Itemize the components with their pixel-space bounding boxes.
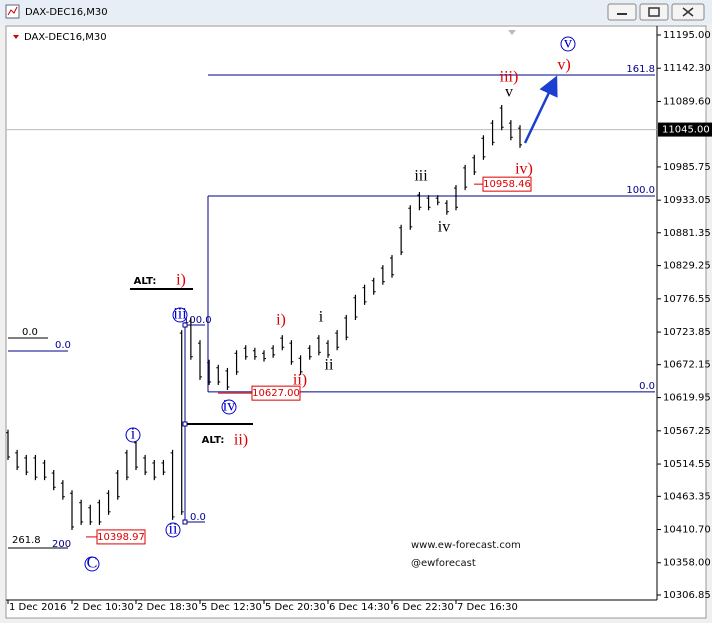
wave-circle <box>84 556 100 572</box>
x-tick-label: 7 Dec 16:30 <box>457 602 518 613</box>
y-tick-label: 10410.70 <box>663 525 711 536</box>
y-tick-label: 10881.35 <box>663 228 711 239</box>
y-tick-label: 10619.95 <box>663 393 711 404</box>
fib-handle <box>182 322 188 328</box>
fib-note: 0.0 <box>190 512 206 523</box>
watermark: www.ew-forecast.com <box>411 540 521 551</box>
price-tag-box <box>96 529 146 545</box>
fib-note: 0.0 <box>55 340 71 351</box>
y-tick-label: 10985.75 <box>663 162 711 173</box>
fib-note: 200 <box>52 539 71 550</box>
watermark: @ewforecast <box>411 558 476 569</box>
forecast-arrow <box>523 75 558 144</box>
y-tick-label: 10933.05 <box>663 195 711 206</box>
wave-circle <box>221 399 237 415</box>
x-tick-label: 2 Dec 10:30 <box>73 602 134 613</box>
fib-handle <box>182 519 188 525</box>
x-tick-label: 5 Dec 12:30 <box>201 602 262 613</box>
y-tick-label: 10358.00 <box>663 558 711 569</box>
wave-label: v <box>505 84 513 101</box>
y-tick-label: 10463.35 <box>663 491 711 502</box>
fib-level-label: 161.8 <box>626 64 655 75</box>
minimize-button[interactable] <box>607 3 637 21</box>
x-tick-label: 5 Dec 20:30 <box>265 602 326 613</box>
x-tick-label: 6 Dec 22:30 <box>393 602 454 613</box>
fib-note: 0.0 <box>22 327 38 338</box>
x-tick-label: 6 Dec 14:30 <box>329 602 390 613</box>
price-tag-box <box>251 385 301 401</box>
wave-label: iii <box>173 306 187 323</box>
wave-label: ALT: <box>134 276 157 287</box>
last-price-box <box>658 122 712 137</box>
y-tick-label: 10306.85 <box>663 590 711 601</box>
last-price-label: 11045.00 <box>662 125 710 136</box>
y-tick-label: 10723.85 <box>663 327 711 338</box>
price-tag-label: 10627.00 <box>252 388 300 399</box>
title-bar <box>0 0 712 24</box>
wave-label: ii <box>169 521 178 538</box>
plot: 11195.00 11142.30 11089.60 10985.75 10933.05… <box>6 30 712 613</box>
wave-label: ii <box>325 357 334 374</box>
fib-handle <box>182 421 188 427</box>
close-icon <box>682 7 694 17</box>
window-title: DAX-DEC16,M30 <box>25 7 108 18</box>
chart-title: DAX-DEC16,M30 <box>24 32 107 43</box>
wave-label: ii) <box>234 432 248 449</box>
y-tick-label: 10567.25 <box>663 426 711 437</box>
wave-label: i) <box>276 312 286 329</box>
fib-note: 261.8 <box>12 535 41 546</box>
wave-circle <box>172 307 188 323</box>
y-tick-label: 10829.25 <box>663 261 711 272</box>
wave-label: C <box>87 555 98 572</box>
x-tick-label: 1 Dec 2016 <box>9 602 67 613</box>
wave-label: iv <box>438 219 450 236</box>
y-tick-label: 10776.55 <box>663 294 711 305</box>
chart-area <box>5 25 707 619</box>
y-tick-label: 11142.30 <box>663 63 711 74</box>
wave-circle <box>165 522 181 538</box>
wave-label: iii <box>414 168 428 185</box>
wave-label: iv) <box>515 161 533 178</box>
maximize-button[interactable] <box>639 3 669 21</box>
price-tag-box <box>482 176 532 192</box>
wave-label: v <box>564 35 572 52</box>
wave-circle <box>125 427 141 443</box>
y-tick-label: 10672.15 <box>663 360 711 371</box>
wave-label: v) <box>557 57 570 74</box>
y-tick-label: 11195.00 <box>663 30 711 41</box>
wave-circle <box>560 36 576 52</box>
wave-label: ALT: <box>202 435 225 446</box>
wave-label: i <box>131 426 136 443</box>
wave-label: i <box>319 309 324 326</box>
price-tag-label: 10398.97 <box>97 532 145 543</box>
y-tick-label: 10514.55 <box>663 459 711 470</box>
fib-level-label: 100.0 <box>626 185 655 196</box>
x-tick-label: 2 Dec 18:30 <box>137 602 198 613</box>
wave-label: i) <box>176 272 186 289</box>
wave-label: iv <box>223 398 235 415</box>
y-tick-label: 11089.60 <box>663 96 711 107</box>
maximize-icon <box>648 7 660 17</box>
price-tag-label: 10958.46 <box>483 179 531 190</box>
shift-marker <box>508 30 516 35</box>
fib-level-label: 0.0 <box>639 381 655 392</box>
wave-label: iii) <box>500 69 519 86</box>
wave-label: ii) <box>293 372 307 389</box>
fib-note: 100.0 <box>183 315 212 326</box>
window-icon-line <box>7 6 18 16</box>
symbol-marker <box>13 35 19 39</box>
